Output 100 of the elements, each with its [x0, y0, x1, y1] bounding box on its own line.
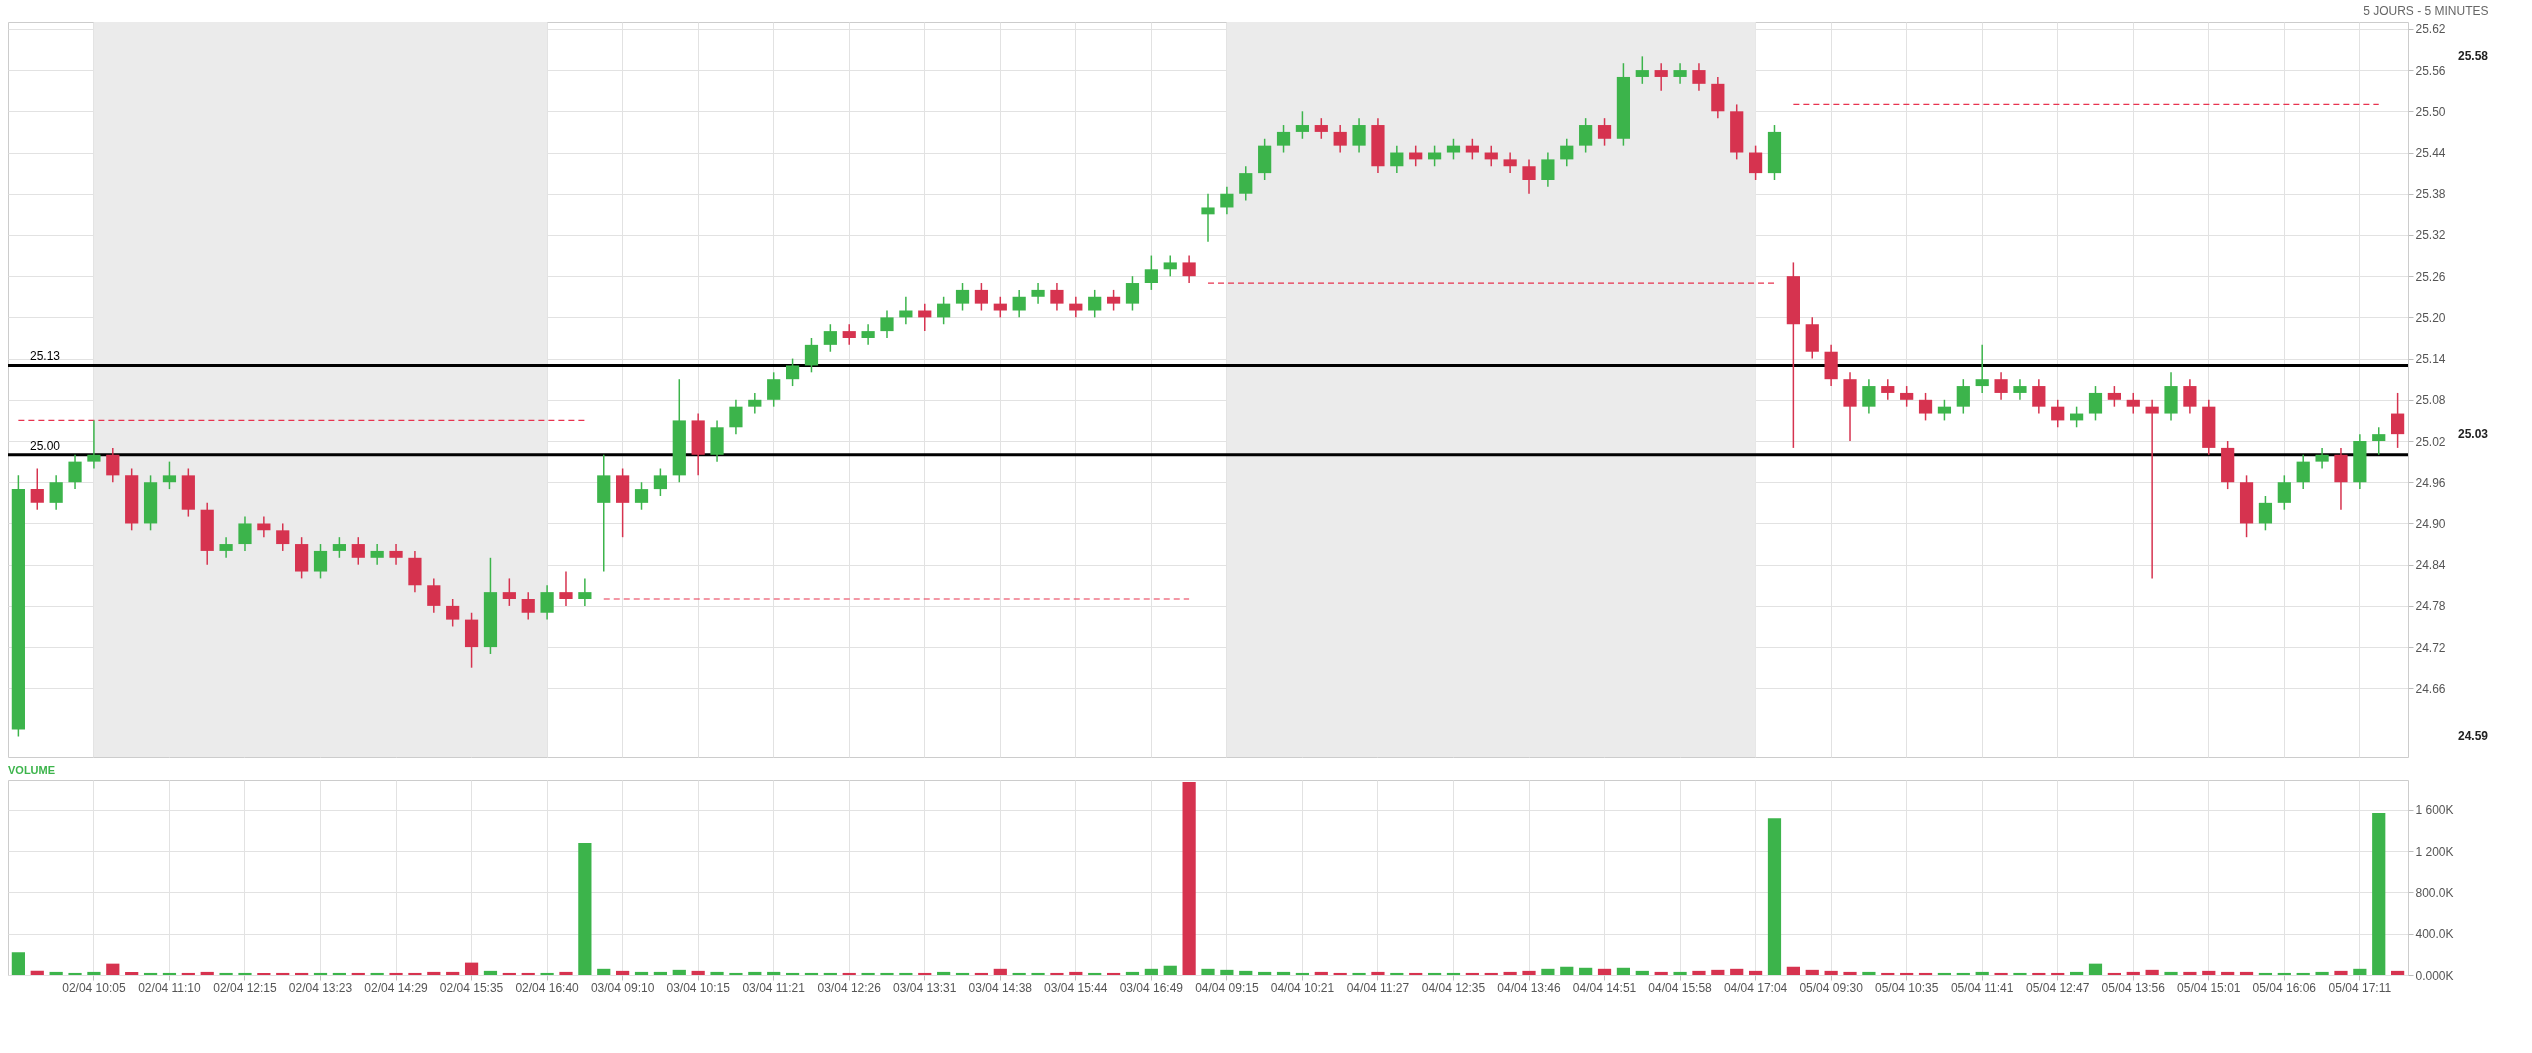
candlestick [276, 522, 290, 552]
candlestick [30, 467, 44, 511]
bar [2183, 971, 2197, 975]
bar [1560, 966, 1574, 975]
bar [2277, 972, 2291, 975]
candlestick [332, 536, 346, 559]
bar [1314, 971, 1328, 975]
bar [2070, 971, 2084, 975]
bar [1371, 971, 1385, 975]
bar [1654, 971, 1668, 975]
candlestick [993, 296, 1007, 319]
bar [2013, 972, 2027, 975]
x-tick-label: 02/04 11:10 [138, 980, 202, 995]
bar [616, 970, 630, 975]
candlestick [2032, 378, 2046, 415]
y-tick-label: 24.72 [2415, 640, 2446, 655]
candlestick [2391, 392, 2405, 449]
candlestick [2107, 385, 2121, 408]
bar [1069, 971, 1083, 975]
ref-line-label: 25.00 [30, 438, 61, 453]
bar [634, 971, 649, 975]
candlestick [1163, 254, 1177, 277]
bar [446, 971, 460, 975]
candlestick [729, 399, 743, 435]
y-tick-label: 800.0K [2415, 885, 2454, 900]
candlestick [634, 481, 649, 511]
candlestick [1050, 282, 1064, 312]
x-tick-label: 02/04 16:40 [515, 980, 580, 995]
bar [1767, 818, 1782, 975]
bar [1163, 965, 1177, 975]
candlestick [974, 282, 989, 312]
candlestick [559, 570, 573, 607]
candlestick [219, 536, 233, 559]
y-tick-label: 25.62 [2415, 22, 2446, 37]
bar [106, 963, 120, 975]
bar [1427, 972, 1442, 975]
candlestick [653, 467, 668, 497]
bar [2164, 971, 2178, 975]
bar [2107, 972, 2121, 975]
y-tick-label: 25.14 [2415, 352, 2446, 367]
bar [2032, 972, 2046, 975]
candlestick [1503, 151, 1517, 174]
candlestick [861, 323, 875, 346]
bar [2088, 963, 2103, 975]
bar [823, 972, 837, 975]
candlestick [1654, 62, 1668, 92]
x-tick-label: 05/04 13:56 [2101, 980, 2166, 995]
y-tick-label: 400.0K [2415, 927, 2454, 942]
candlestick [1352, 117, 1366, 154]
bar [1522, 970, 1536, 975]
candlestick [1088, 289, 1102, 319]
candlestick [2183, 378, 2197, 415]
candlestick [1975, 344, 1989, 394]
bar [2126, 971, 2140, 975]
candlestick [257, 515, 271, 538]
candlestick [1182, 254, 1196, 284]
bar [1881, 972, 1895, 975]
bar [162, 972, 177, 975]
bar [710, 971, 724, 975]
x-tick-label: 05/04 17:11 [2328, 980, 2392, 995]
bar [1786, 966, 1800, 975]
candlestick [1522, 158, 1536, 195]
candlestick [1314, 117, 1328, 140]
candlestick [2145, 399, 2159, 580]
bar [2315, 971, 2329, 975]
y-tick-label: 25.38 [2415, 187, 2446, 202]
bar [143, 972, 158, 975]
x-tick-label: 03/04 11:21 [742, 980, 806, 995]
bar [1824, 970, 1838, 975]
y-tick-label: 24.78 [2415, 599, 2446, 614]
bar [2051, 972, 2065, 975]
bar [1258, 971, 1272, 975]
y-tick-label: 0.000K [2415, 968, 2454, 983]
bar [1975, 971, 1989, 975]
bar [2145, 969, 2159, 975]
candlestick [427, 577, 441, 614]
bar [1295, 972, 1310, 975]
bar [842, 972, 856, 975]
bar [1956, 972, 1970, 975]
candlestick [1862, 378, 1876, 415]
x-tick-label: 04/04 10:21 [1270, 980, 1335, 995]
candlestick [578, 577, 592, 607]
x-tick-label: 03/04 13:31 [893, 980, 957, 995]
x-tick-label: 03/04 12:26 [817, 980, 882, 995]
y-tick-label: 25.02 [2415, 434, 2446, 449]
candlestick [540, 584, 554, 621]
x-tick-label: 04/04 15:58 [1648, 980, 1713, 995]
x-tick-label: 04/04 17:04 [1723, 980, 1788, 995]
candlestick [370, 543, 384, 566]
candlestick [1276, 124, 1291, 154]
candlestick [804, 337, 819, 374]
bar [68, 972, 82, 975]
bar [2391, 970, 2405, 975]
candlestick [1881, 378, 1895, 401]
candlestick [87, 419, 101, 470]
bar [955, 972, 970, 975]
y-tick-label: 25.08 [2415, 393, 2446, 408]
bar [899, 972, 913, 975]
candlestick [351, 536, 365, 566]
x-tick-label: 04/04 09:15 [1195, 980, 1259, 995]
